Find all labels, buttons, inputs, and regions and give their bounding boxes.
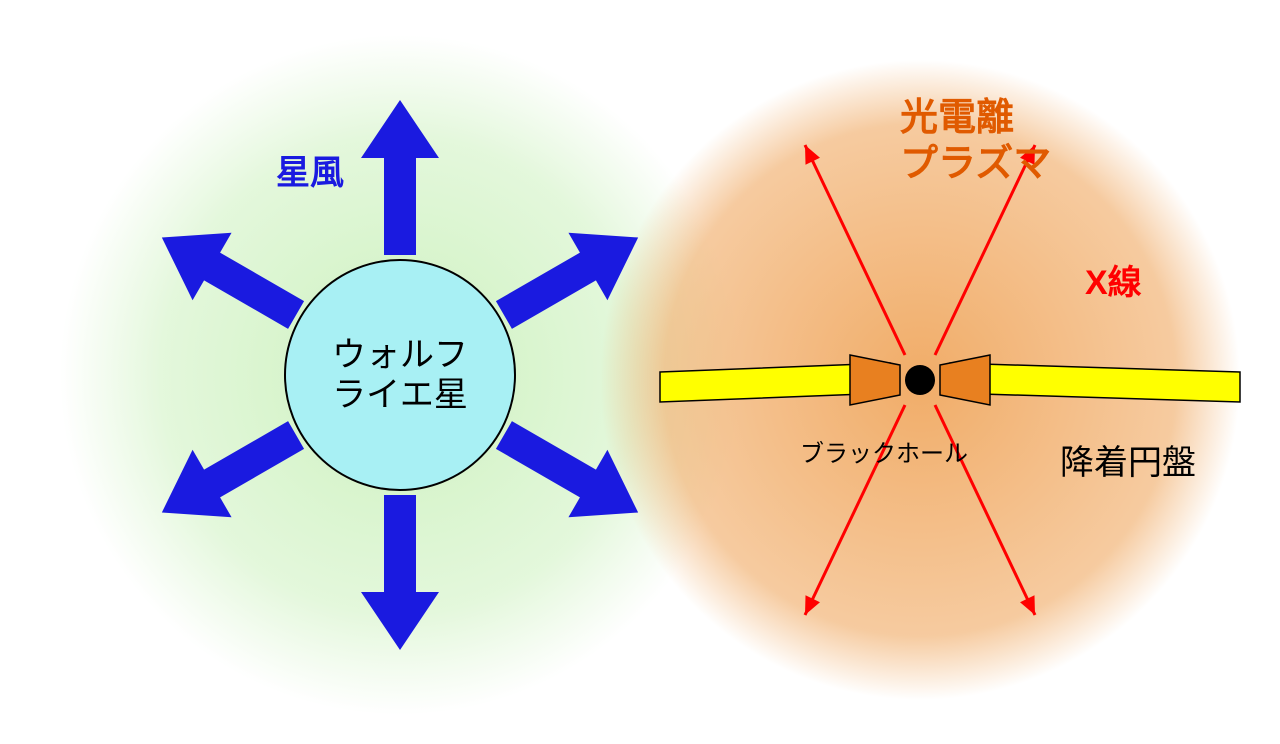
star-label-line2: ライエ星 [332, 376, 468, 414]
stellar-wind-label: 星風 [276, 154, 344, 192]
black-hole-label: ブラックホール [800, 440, 968, 467]
star-label-line1: ウォルフ [332, 336, 468, 374]
accretion-disk-label: 降着円盤 [1060, 444, 1196, 482]
plasma-label-line1: 光電離 [900, 97, 1014, 139]
xray-label: X線 [1085, 264, 1142, 302]
black-hole [905, 365, 935, 395]
plasma-label-line2: プラズマ [900, 142, 1051, 185]
